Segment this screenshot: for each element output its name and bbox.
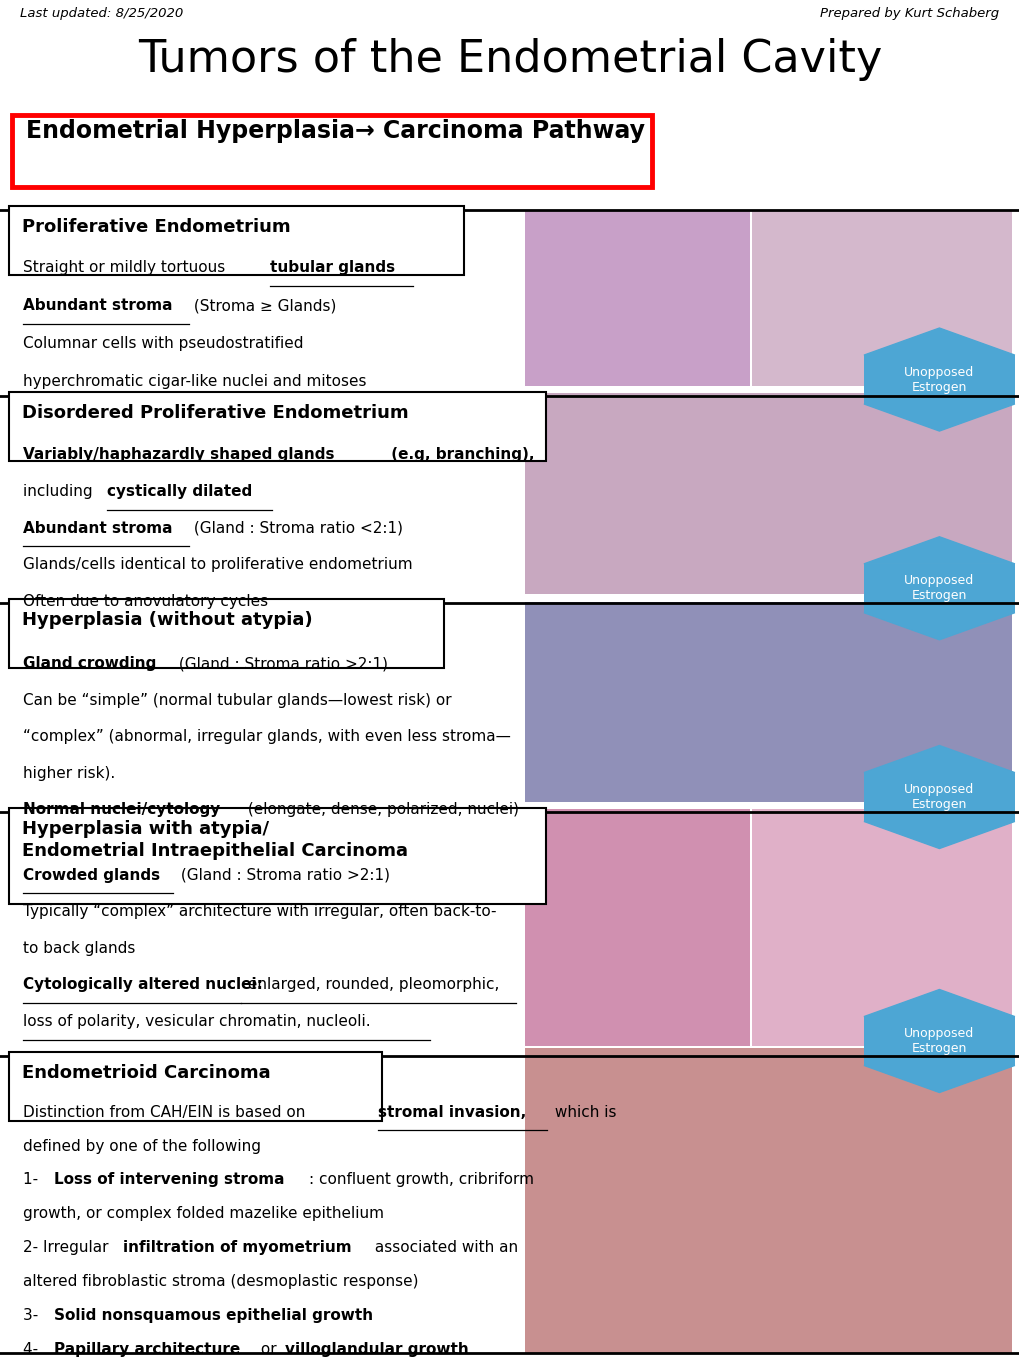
Text: Loss of intervening stroma: Loss of intervening stroma xyxy=(54,1172,284,1187)
Text: 4-: 4- xyxy=(23,1342,44,1357)
Text: Hyperplasia with atypia/
Endometrial Intraepithelial Carcinoma: Hyperplasia with atypia/ Endometrial Int… xyxy=(22,820,408,861)
Text: Abundant stroma: Abundant stroma xyxy=(23,521,173,536)
Text: Abundant stroma: Abundant stroma xyxy=(23,298,173,313)
Polygon shape xyxy=(863,990,1014,1017)
Text: defined by one of the following: defined by one of the following xyxy=(23,1138,261,1153)
FancyBboxPatch shape xyxy=(751,809,1011,1046)
Text: “complex” (abnormal, irregular glands, with even less stroma—: “complex” (abnormal, irregular glands, w… xyxy=(23,729,511,744)
Text: infiltration of myometrium: infiltration of myometrium xyxy=(123,1240,352,1255)
Text: which is: which is xyxy=(549,1104,615,1119)
Text: Unopposed
Estrogen: Unopposed Estrogen xyxy=(904,574,973,602)
Text: 2- Irregular: 2- Irregular xyxy=(23,1240,114,1255)
Text: : confluent growth, cribriform: : confluent growth, cribriform xyxy=(309,1172,534,1187)
Text: associated with an: associated with an xyxy=(370,1240,518,1255)
Polygon shape xyxy=(863,821,1014,849)
Text: Tumors of the Endometrial Cavity: Tumors of the Endometrial Cavity xyxy=(138,38,881,82)
Text: Solid nonsquamous epithelial growth: Solid nonsquamous epithelial growth xyxy=(54,1308,373,1323)
Polygon shape xyxy=(863,745,1014,772)
Text: Endometrioid Carcinoma: Endometrioid Carcinoma xyxy=(22,1064,271,1083)
FancyBboxPatch shape xyxy=(863,564,1014,612)
Text: Endometrial Hyperplasia→ Carcinoma Pathway: Endometrial Hyperplasia→ Carcinoma Pathw… xyxy=(25,120,644,143)
Text: Glands/cells identical to proliferative endometrium: Glands/cells identical to proliferative … xyxy=(23,558,413,573)
Text: including: including xyxy=(23,484,98,499)
Polygon shape xyxy=(863,612,1014,639)
Polygon shape xyxy=(863,537,1014,564)
Text: Unopposed
Estrogen: Unopposed Estrogen xyxy=(904,1027,973,1055)
Text: enlarged, rounded, pleomorphic,: enlarged, rounded, pleomorphic, xyxy=(243,978,498,993)
FancyBboxPatch shape xyxy=(525,393,1011,594)
Text: villoglandular growth: villoglandular growth xyxy=(284,1342,468,1357)
FancyBboxPatch shape xyxy=(751,209,1011,386)
Text: to back glands: to back glands xyxy=(23,941,136,956)
Polygon shape xyxy=(863,1065,1014,1092)
Text: altered fibroblastic stroma (desmoplastic response): altered fibroblastic stroma (desmoplasti… xyxy=(23,1274,419,1289)
FancyBboxPatch shape xyxy=(525,209,749,386)
Text: Often due to anovulatory cycles: Often due to anovulatory cycles xyxy=(23,594,268,609)
FancyBboxPatch shape xyxy=(9,205,464,275)
Text: Hyperplasia (without atypia): Hyperplasia (without atypia) xyxy=(22,611,313,630)
Text: (Stroma ≥ Glands): (Stroma ≥ Glands) xyxy=(189,298,335,313)
Text: Papillary architecture: Papillary architecture xyxy=(54,1342,240,1357)
FancyBboxPatch shape xyxy=(525,602,1011,802)
Text: Prepared by Kurt Schaberg: Prepared by Kurt Schaberg xyxy=(819,7,999,20)
Text: Unopposed
Estrogen: Unopposed Estrogen xyxy=(904,783,973,811)
Text: tubular glands: tubular glands xyxy=(270,260,395,275)
Text: Cytologically altered nuclei:: Cytologically altered nuclei: xyxy=(23,978,263,993)
Text: (Gland : Stroma ratio >2:1): (Gland : Stroma ratio >2:1) xyxy=(174,656,388,670)
Text: Columnar cells with pseudostratified: Columnar cells with pseudostratified xyxy=(23,336,304,351)
Polygon shape xyxy=(863,328,1014,355)
Text: Gland crowding: Gland crowding xyxy=(23,656,157,670)
Text: Typically “complex” architecture with irregular, often back-to-: Typically “complex” architecture with ir… xyxy=(23,904,496,919)
Text: or: or xyxy=(256,1342,281,1357)
Polygon shape xyxy=(863,404,1014,431)
Text: (Gland : Stroma ratio >2:1): (Gland : Stroma ratio >2:1) xyxy=(176,868,390,883)
Text: Straight or mildly tortuous: Straight or mildly tortuous xyxy=(23,260,230,275)
FancyBboxPatch shape xyxy=(525,809,749,1046)
FancyBboxPatch shape xyxy=(863,772,1014,821)
Text: higher risk).: higher risk). xyxy=(23,766,115,781)
Text: hyperchromatic cigar-like nuclei and mitoses: hyperchromatic cigar-like nuclei and mit… xyxy=(23,374,367,389)
Text: Last updated: 8/25/2020: Last updated: 8/25/2020 xyxy=(20,7,183,20)
Text: Can be “simple” (normal tubular glands—lowest risk) or: Can be “simple” (normal tubular glands—l… xyxy=(23,692,451,707)
Text: Unopposed
Estrogen: Unopposed Estrogen xyxy=(904,366,973,393)
FancyBboxPatch shape xyxy=(863,1017,1014,1065)
Text: growth, or complex folded mazelike epithelium: growth, or complex folded mazelike epith… xyxy=(23,1206,384,1221)
Text: Variably/haphazardly shaped glands: Variably/haphazardly shaped glands xyxy=(23,447,334,462)
FancyBboxPatch shape xyxy=(9,808,545,904)
Text: (e.g, branching),: (e.g, branching), xyxy=(385,447,534,462)
Text: (elongate, dense, polarized, nuclei): (elongate, dense, polarized, nuclei) xyxy=(243,802,519,817)
FancyBboxPatch shape xyxy=(863,355,1014,404)
FancyBboxPatch shape xyxy=(9,1051,382,1121)
Text: 3-: 3- xyxy=(23,1308,44,1323)
Text: cystically dilated: cystically dilated xyxy=(107,484,252,499)
Text: loss of polarity, vesicular chromatin, nucleoli.: loss of polarity, vesicular chromatin, n… xyxy=(23,1015,371,1030)
FancyBboxPatch shape xyxy=(9,600,443,668)
FancyBboxPatch shape xyxy=(12,116,651,188)
Text: Crowded glands: Crowded glands xyxy=(23,868,160,883)
FancyBboxPatch shape xyxy=(525,1047,1011,1353)
FancyBboxPatch shape xyxy=(9,392,545,461)
Text: Distinction from CAH/EIN is based on: Distinction from CAH/EIN is based on xyxy=(23,1104,311,1119)
Text: Proliferative Endometrium: Proliferative Endometrium xyxy=(22,218,290,237)
Text: Disordered Proliferative Endometrium: Disordered Proliferative Endometrium xyxy=(22,404,409,422)
Text: Normal nuclei/cytology: Normal nuclei/cytology xyxy=(23,802,220,817)
Text: (Gland : Stroma ratio <2:1): (Gland : Stroma ratio <2:1) xyxy=(189,521,403,536)
Text: stromal invasion,: stromal invasion, xyxy=(378,1104,526,1119)
Text: 1-: 1- xyxy=(23,1172,44,1187)
